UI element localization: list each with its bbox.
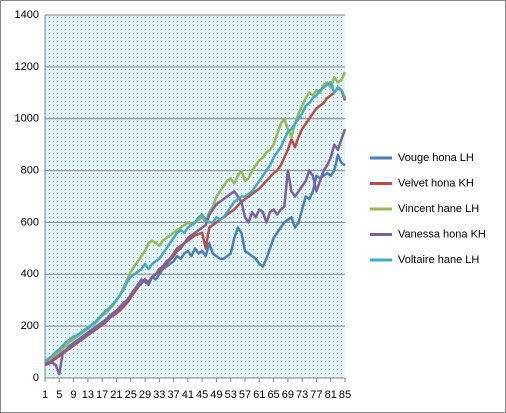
series-line	[44, 128, 347, 376]
legend-label: Vanessa hona KH	[398, 228, 486, 240]
x-tick-label: 37	[167, 389, 179, 401]
x-tick-label: 1	[42, 389, 48, 401]
x-tick-label: 77	[310, 389, 322, 401]
x-tick-label: 29	[139, 389, 151, 401]
x-tick-label: 61	[253, 389, 265, 401]
y-tick-label: 1400	[15, 9, 39, 21]
legend-label: Voltaire hane LH	[398, 254, 479, 266]
series-line	[44, 81, 347, 363]
y-tick-label: 200	[21, 320, 39, 332]
y-tick-label: 1000	[15, 113, 39, 125]
x-tick-label: 81	[325, 389, 337, 401]
x-tick-label: 73	[296, 389, 308, 401]
x-tick-label: 53	[225, 389, 237, 401]
x-tick-label: 65	[267, 389, 279, 401]
y-tick-label: 800	[21, 164, 39, 176]
x-tick-label: 13	[82, 389, 94, 401]
x-tick-label: 57	[239, 389, 251, 401]
legend-label: Velvet hona KH	[398, 177, 474, 189]
x-tick-label: 49	[210, 389, 222, 401]
y-tick-label: 1200	[15, 61, 39, 73]
legend-label: Vouge hona LH	[398, 152, 474, 164]
x-tick-label: 9	[71, 389, 77, 401]
plot-area	[45, 15, 345, 378]
x-tick-label: 33	[153, 389, 165, 401]
x-tick-label: 69	[282, 389, 294, 401]
x-tick-label: 25	[125, 389, 137, 401]
x-tick-label: 21	[110, 389, 122, 401]
x-tick-label: 85	[339, 389, 351, 401]
y-tick-label: 400	[21, 268, 39, 280]
x-tick-label: 41	[182, 389, 194, 401]
x-tick-label: 45	[196, 389, 208, 401]
x-tick-label: 17	[96, 389, 108, 401]
legend-label: Vincent hane LH	[398, 203, 479, 215]
x-tick-label: 5	[56, 389, 62, 401]
y-tick-label: 0	[33, 372, 39, 384]
y-tick-label: 600	[21, 216, 39, 228]
